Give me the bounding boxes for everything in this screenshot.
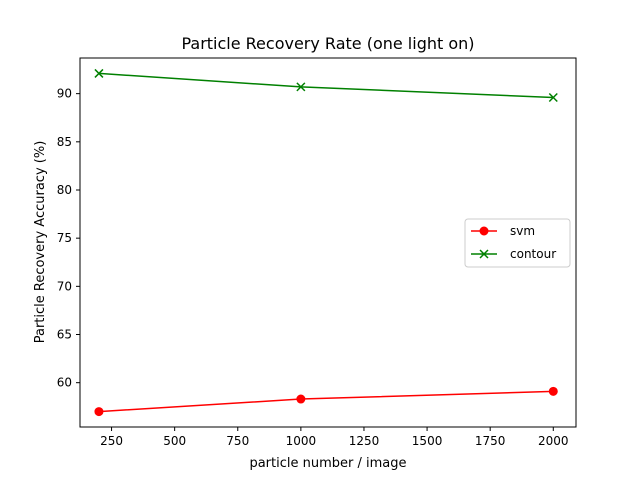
y-tick-label: 75 bbox=[57, 231, 72, 245]
x-axis-label: particle number / image bbox=[249, 456, 406, 471]
chart-title: Particle Recovery Rate (one light on) bbox=[181, 34, 474, 53]
legend-label-contour: contour bbox=[510, 247, 556, 261]
legend-marker-svm bbox=[479, 226, 489, 236]
data-point-contour bbox=[296, 82, 306, 92]
data-point-svm bbox=[548, 386, 558, 396]
x-tick-label: 1750 bbox=[475, 434, 506, 448]
x-tick-label: 1000 bbox=[286, 434, 317, 448]
x-tick-label: 250 bbox=[100, 434, 123, 448]
x-tick-label: 750 bbox=[226, 434, 249, 448]
x-tick-label: 500 bbox=[163, 434, 186, 448]
data-point-contour bbox=[548, 92, 558, 103]
y-axis-label: Particle Recovery Accuracy (%) bbox=[33, 141, 48, 344]
plot-area: 250 500 750 1000 1250 1500 1750 2000 60 65 70 75 80 8… bbox=[57, 68, 569, 448]
y-tick-label: 90 bbox=[57, 87, 72, 101]
legend-label-svm: svm bbox=[510, 224, 535, 238]
y-tick-label: 85 bbox=[57, 135, 72, 149]
x-tick-label: 1500 bbox=[412, 434, 443, 448]
legend: svm contour bbox=[464, 218, 571, 268]
y-tick-label: 70 bbox=[57, 279, 72, 293]
y-tick-label: 65 bbox=[57, 328, 72, 342]
data-point-svm bbox=[94, 407, 104, 417]
x-tick-label: 1250 bbox=[349, 434, 380, 448]
y-tick-label: 80 bbox=[57, 183, 72, 197]
x-tick-label: 2000 bbox=[538, 434, 569, 448]
data-point-contour bbox=[94, 68, 104, 78]
y-tick-label: 60 bbox=[57, 376, 72, 390]
plot-frame bbox=[79, 57, 577, 428]
data-point-svm bbox=[296, 394, 306, 404]
legend-marker-contour bbox=[479, 249, 489, 259]
